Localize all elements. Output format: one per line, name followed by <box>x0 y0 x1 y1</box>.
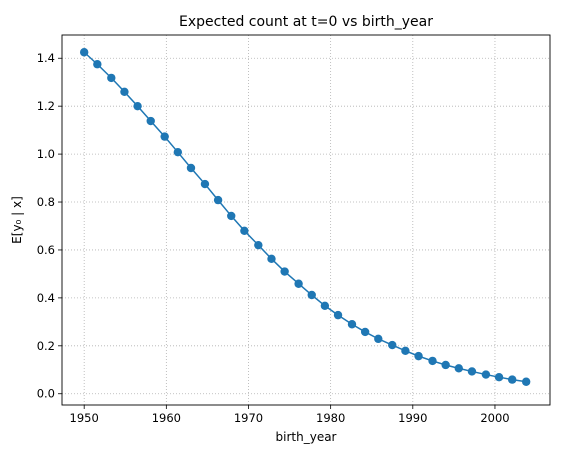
data-point <box>441 360 450 370</box>
x-tick-label: 1980 <box>316 411 345 425</box>
series-group <box>79 48 531 386</box>
data-point <box>146 116 155 126</box>
data-point <box>294 279 303 288</box>
x-ticks: 1950 1960 1970 1980 1990 2000 <box>70 405 510 425</box>
data-point <box>320 301 330 310</box>
data-point <box>240 226 249 235</box>
data-point <box>414 351 423 361</box>
data-point <box>227 211 236 221</box>
data-point <box>307 290 316 300</box>
data-point <box>401 346 410 356</box>
data-point <box>280 267 289 276</box>
data-point <box>428 356 437 366</box>
y-tick-label: 0.8 <box>37 195 55 209</box>
x-tick-label: 1990 <box>398 411 427 425</box>
data-point <box>173 147 183 157</box>
data-point <box>494 373 504 382</box>
data-point <box>160 132 169 141</box>
data-point <box>186 163 196 173</box>
y-ticks: 0.0 0.2 0.4 0.6 0.8 1.0 1.2 1.4 <box>37 51 62 401</box>
data-point <box>254 240 263 250</box>
series-line <box>83 51 527 383</box>
data-point <box>93 60 102 69</box>
y-axis-label: E[y₀ | x] <box>10 196 24 244</box>
data-point <box>79 48 89 57</box>
data-point <box>521 377 531 386</box>
data-point <box>333 310 343 320</box>
plot-frame <box>61 34 551 406</box>
data-point <box>347 320 357 329</box>
data-point <box>267 254 276 264</box>
y-tick-label: 0.2 <box>37 339 55 353</box>
y-tick-label: 1.4 <box>37 51 55 65</box>
data-point <box>454 364 464 373</box>
data-point <box>374 334 383 344</box>
data-point <box>467 367 477 376</box>
data-point <box>107 73 116 83</box>
chart-title: Expected count at t=0 vs birth_year <box>179 14 433 30</box>
x-tick-label: 1960 <box>152 411 181 425</box>
x-axis-label: birth_year <box>276 430 337 444</box>
data-point <box>120 87 129 96</box>
data-point <box>481 370 491 379</box>
y-tick-label: 0.0 <box>37 387 55 401</box>
x-tick-label: 1950 <box>70 411 99 425</box>
data-point <box>388 340 397 350</box>
data-point <box>213 195 223 205</box>
y-tick-label: 1.0 <box>37 147 55 161</box>
y-tick-label: 1.2 <box>37 99 55 113</box>
x-tick-label: 1970 <box>234 411 263 425</box>
grid <box>62 35 550 405</box>
data-point <box>200 179 210 189</box>
data-point <box>133 101 142 111</box>
y-tick-label: 0.4 <box>37 291 55 305</box>
data-point <box>508 375 517 384</box>
x-tick-label: 2000 <box>480 411 509 425</box>
data-point <box>360 327 370 337</box>
y-tick-label: 0.6 <box>37 243 55 257</box>
